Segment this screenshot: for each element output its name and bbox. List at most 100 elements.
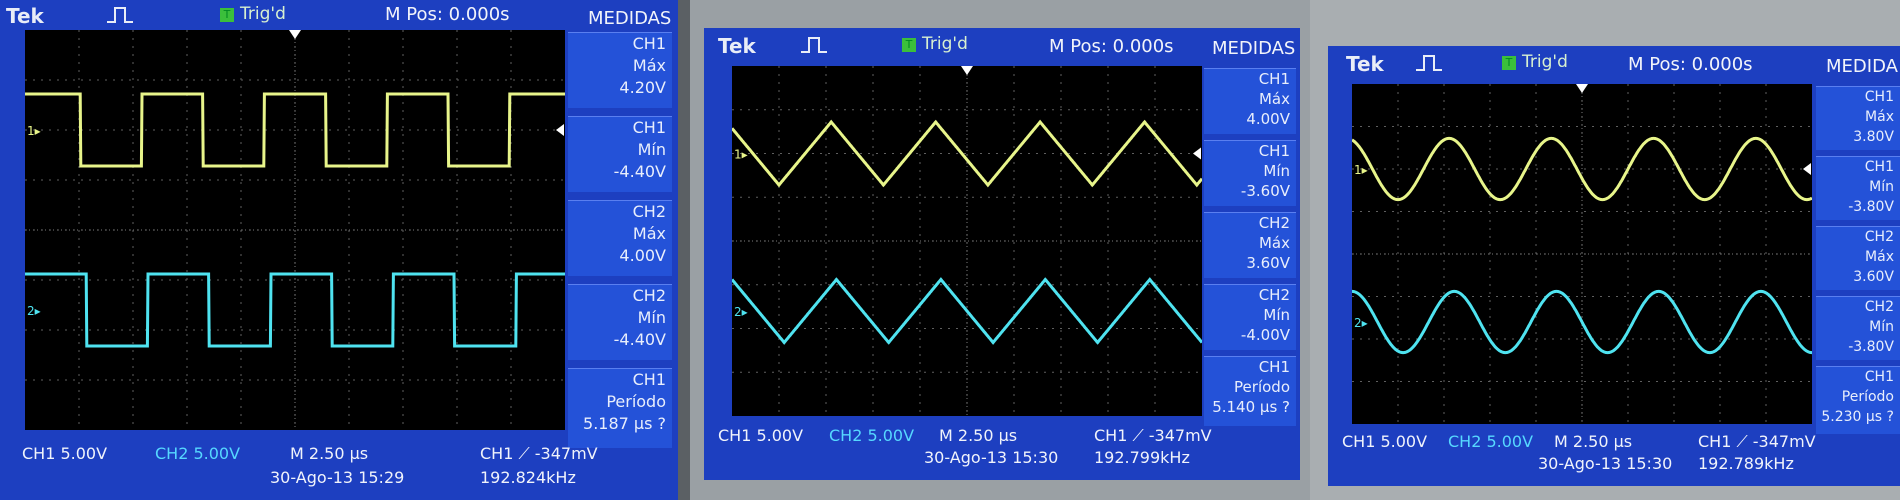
datetime: 30-Ago-13 15:30 [924, 448, 1058, 467]
trigger-level-marker [556, 124, 564, 136]
measure-channel: CH1 [568, 117, 666, 139]
pulse-icon [799, 34, 829, 54]
measure-value: -4.40V [568, 161, 666, 183]
measure-label: Máx [568, 55, 666, 77]
measure-label: Máx [1816, 247, 1894, 267]
brand-logo: Tek [6, 4, 44, 28]
ch2-scale: CH2 5.00V [1448, 432, 1533, 451]
measure-ch2-max[interactable]: CH2 Máx 3.60V [1204, 212, 1296, 278]
measure-ch2-max[interactable]: CH2 Máx 3.60V [1816, 226, 1900, 290]
measure-channel: CH2 [1816, 297, 1894, 317]
measure-value: 3.60V [1816, 267, 1894, 287]
measure-label: Mín [1204, 161, 1290, 181]
measure-value: 3.60V [1204, 253, 1290, 273]
m-pos-readout: M Pos: 0.000s [385, 4, 510, 25]
waveform-display: 1▸ 2▸ [1352, 84, 1812, 424]
measure-value: 4.00V [568, 245, 666, 267]
ch2-marker: 2▸ [734, 305, 748, 319]
measure-channel: CH2 [1204, 285, 1290, 305]
trigger-status-icon: T [1502, 56, 1516, 70]
measure-value: -4.00V [1204, 325, 1290, 345]
timebase: M 2.50 µs [290, 444, 368, 463]
m-pos-readout: M Pos: 0.000s [1049, 36, 1174, 57]
measure-label: Mín [1816, 317, 1894, 337]
ch2-trace [732, 280, 1202, 343]
brand-logo: Tek [1346, 52, 1384, 76]
measurement-menu: CH1 Máx 3.80V CH1 Mín -3.80V CH2 Máx 3.60V CH2… [1816, 86, 1900, 446]
trigger-status: Trig'd [240, 4, 286, 24]
measure-ch2-max[interactable]: CH2 Máx 4.00V [568, 200, 672, 276]
graticule: 1▸ 2▸ [1352, 84, 1812, 424]
measure-ch1-min[interactable]: CH1 Mín -3.80V [1816, 156, 1900, 220]
measure-channel: CH1 [1204, 357, 1290, 377]
frequency: 192.799kHz [1094, 448, 1190, 467]
menu-title: MEDIDAS [588, 8, 671, 29]
frequency: 192.824kHz [480, 468, 576, 487]
measure-ch1-max[interactable]: CH1 Máx 3.80V [1816, 86, 1900, 150]
trigger-setting: CH1 ⟋ -347mV [480, 444, 598, 464]
measurement-menu: CH1 Máx 4.00V CH1 Mín -3.60V CH2 Máx 3.60V CH2… [1204, 68, 1296, 438]
measure-ch1-max[interactable]: CH1 Máx 4.20V [568, 32, 672, 108]
screen-1: Tek T Trig'd M Pos: 0.000s MEDIDAS 1▸ 2▸ … [0, 0, 678, 500]
measure-channel: CH1 [1204, 69, 1290, 89]
trigger-setting: CH1 ⟋ -347mV [1698, 432, 1816, 452]
measure-channel: CH1 [1204, 141, 1290, 161]
measure-value: -4.40V [568, 329, 666, 351]
measure-channel: CH2 [1204, 213, 1290, 233]
measure-label: Mín [568, 307, 666, 329]
pulse-icon [105, 4, 135, 24]
measure-label: Mín [568, 139, 666, 161]
measure-ch1-min[interactable]: CH1 Mín -4.40V [568, 116, 672, 192]
trigger-level-marker [1803, 163, 1811, 175]
datetime: 30-Ago-13 15:30 [1538, 454, 1672, 473]
measure-value: -3.80V [1816, 197, 1894, 217]
timebase: M 2.50 µs [1554, 432, 1632, 451]
measure-label: Máx [1204, 89, 1290, 109]
measure-ch1-max[interactable]: CH1 Máx 4.00V [1204, 68, 1296, 134]
measure-ch1-period[interactable]: CH1 Período 5.230 µs ? [1816, 366, 1900, 434]
measure-value: 5.140 µs ? [1204, 397, 1290, 417]
measure-value: 5.187 µs ? [568, 413, 666, 435]
measure-channel: CH1 [568, 369, 666, 391]
measure-channel: CH2 [568, 201, 666, 223]
measure-ch2-min[interactable]: CH2 Mín -4.40V [568, 284, 672, 360]
datetime: 30-Ago-13 15:29 [270, 468, 404, 487]
frequency: 192.789kHz [1698, 454, 1794, 473]
ch1-marker: 1▸ [27, 124, 41, 138]
graticule: 1▸ 2▸ [732, 66, 1202, 416]
trigger-setting: CH1 ⟋ -347mV [1094, 426, 1212, 446]
measure-label: Máx [568, 223, 666, 245]
trigger-status: Trig'd [1522, 52, 1568, 72]
measure-value: -3.60V [1204, 181, 1290, 201]
ch1-scale: CH1 5.00V [718, 426, 803, 445]
measure-ch2-min[interactable]: CH2 Mín -4.00V [1204, 284, 1296, 350]
measure-label: Período [1816, 387, 1894, 407]
measure-channel: CH1 [1816, 367, 1894, 387]
menu-title: MEDIDA [1826, 56, 1898, 77]
ch2-scale: CH2 5.00V [829, 426, 914, 445]
trigger-status-icon: T [902, 38, 916, 52]
trigger-status-icon: T [220, 8, 234, 22]
trigger-status: Trig'd [922, 34, 968, 54]
measure-value: 4.00V [1204, 109, 1290, 129]
measure-label: Período [568, 391, 666, 413]
measure-value: -3.80V [1816, 337, 1894, 357]
m-pos-readout: M Pos: 0.000s [1628, 54, 1753, 75]
menu-title: MEDIDAS [1212, 38, 1295, 59]
graticule: 1▸ 2▸ [25, 30, 565, 430]
measure-channel: CH1 [1816, 157, 1894, 177]
measure-ch1-min[interactable]: CH1 Mín -3.60V [1204, 140, 1296, 206]
measure-channel: CH2 [568, 285, 666, 307]
trigger-position-marker [1576, 84, 1588, 93]
ch2-scale: CH2 5.00V [155, 444, 240, 463]
measure-label: Máx [1816, 107, 1894, 127]
measure-ch1-period[interactable]: CH1 Período 5.140 µs ? [1204, 356, 1296, 426]
measure-ch2-min[interactable]: CH2 Mín -3.80V [1816, 296, 1900, 360]
measure-value: 3.80V [1816, 127, 1894, 147]
screen-2: Tek T Trig'd M Pos: 0.000s MEDIDAS 1▸ 2▸ … [704, 28, 1300, 480]
ch1-scale: CH1 5.00V [22, 444, 107, 463]
trigger-position-marker [961, 66, 973, 75]
waveform-display: 1▸ 2▸ [25, 30, 565, 430]
measure-ch1-period[interactable]: CH1 Período 5.187 µs ? [568, 368, 672, 448]
oscilloscope-panel-3: Tek T Trig'd M Pos: 0.000s MEDIDA 1▸ 2▸ C… [1310, 0, 1900, 500]
